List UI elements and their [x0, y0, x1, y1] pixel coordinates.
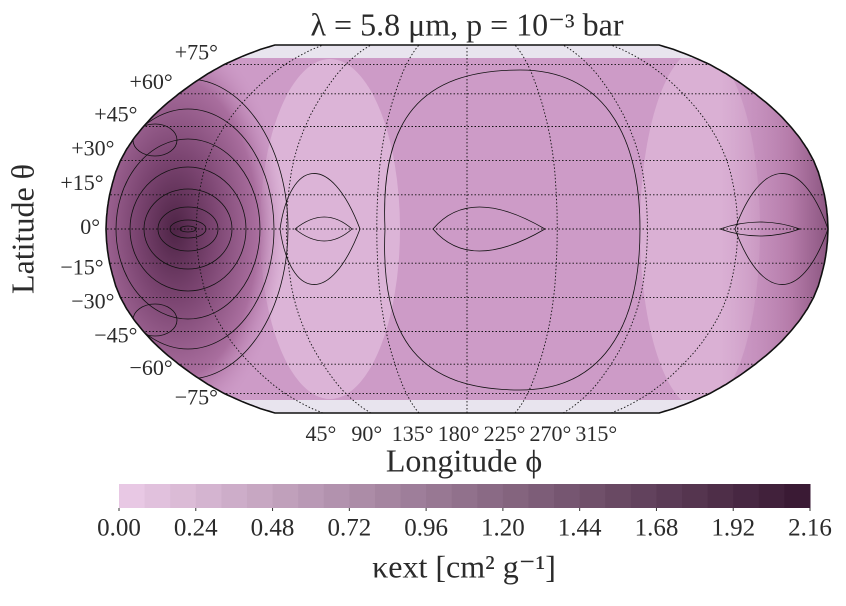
y-tick-label: +30°	[71, 136, 114, 161]
colorbar-band	[426, 484, 453, 508]
colorbar-tick-label: 0.00	[97, 515, 141, 542]
colorbar-band	[195, 484, 222, 508]
colorbar-band	[733, 484, 760, 508]
colorbar-tick-label: 0.48	[251, 515, 295, 542]
colorbar-band	[451, 484, 478, 508]
colorbar-tick-label: 1.92	[711, 515, 755, 542]
colorbar-band	[170, 484, 197, 508]
colorbar-band	[298, 484, 325, 508]
colorbar-band	[221, 484, 248, 508]
y-tick-label: +45°	[94, 102, 137, 127]
colorbar-band	[605, 484, 632, 508]
light-region	[260, 59, 400, 399]
colorbar-tick-label: 1.44	[558, 515, 602, 542]
lon-grid-line	[562, 45, 648, 413]
colorbar-tick-label: 1.20	[481, 515, 525, 542]
x-axis-label: Longitude ϕ	[386, 442, 542, 478]
colorbar-band	[246, 484, 274, 508]
colorbar-band	[707, 484, 734, 508]
x-tick-label: 315°	[575, 421, 617, 446]
x-tick-label: 90°	[351, 421, 382, 446]
chart-title: λ = 5.8 μm, p = 10⁻³ bar	[311, 6, 624, 42]
y-tick-label: −45°	[94, 323, 137, 348]
y-tick-label: 0°	[80, 214, 100, 239]
colorbar-band	[630, 484, 657, 508]
colorbar-tick-label: 0.24	[174, 515, 218, 542]
colorbar-band	[349, 484, 376, 508]
colorbar-band	[656, 484, 683, 508]
colorbar-band	[144, 484, 171, 508]
y-tick-label: +75°	[175, 40, 218, 65]
colorbar-band	[554, 484, 581, 508]
y-axis-label: Latitude θ	[4, 164, 40, 294]
colorbar-tick-label: 1.68	[635, 515, 679, 542]
x-tick-label: 135°	[392, 421, 434, 446]
y-tick-label: −15°	[60, 254, 103, 279]
colorbar-band	[272, 484, 299, 508]
colorbar-band	[502, 484, 529, 508]
colorbar-tick-label: 0.72	[327, 515, 371, 542]
lon-grid-line	[195, 45, 324, 413]
y-tick-label: −60°	[129, 355, 172, 380]
y-tick-label: +60°	[129, 69, 172, 94]
colorbar-band	[682, 484, 709, 508]
x-tick-label: 270°	[529, 421, 571, 446]
colorbar-band	[579, 484, 606, 508]
colorbar-band	[758, 484, 785, 508]
x-tick-label: 45°	[305, 421, 336, 446]
polar-cap	[106, 400, 828, 413]
y-tick-label: −75°	[175, 384, 218, 409]
lon-grid-line	[610, 45, 739, 413]
dark-region	[720, 45, 828, 413]
map-outline	[105, 44, 829, 414]
colorbar-band	[374, 484, 402, 508]
ticks: +75°+60° +45° +30° +15° 0° −15° −30° −45° −60°−7…	[60, 40, 617, 446]
colorbar: 0.00 0.24 0.48 0.72 0.96 1.20 1.44 1.68 1.92 2.16	[97, 484, 832, 542]
x-tick-label: 180°	[438, 421, 480, 446]
y-tick-label: −30°	[71, 288, 114, 313]
colorbar-band	[119, 484, 146, 508]
lon-grid-line	[286, 45, 372, 413]
map-fill	[106, 45, 828, 413]
colorbar-band	[400, 484, 427, 508]
colorbar-tick-label: 2.16	[788, 515, 832, 542]
colorbar-label: κext [cm² g⁻¹]	[372, 548, 556, 584]
colorbar-band	[323, 484, 350, 508]
y-tick-label: +15°	[60, 170, 103, 195]
colorbar-tick-label: 0.96	[404, 515, 448, 542]
x-tick-label: 225°	[484, 421, 526, 446]
colorbar-band	[784, 484, 811, 508]
colorbar-band	[477, 484, 504, 508]
colorbar-band	[528, 484, 555, 508]
